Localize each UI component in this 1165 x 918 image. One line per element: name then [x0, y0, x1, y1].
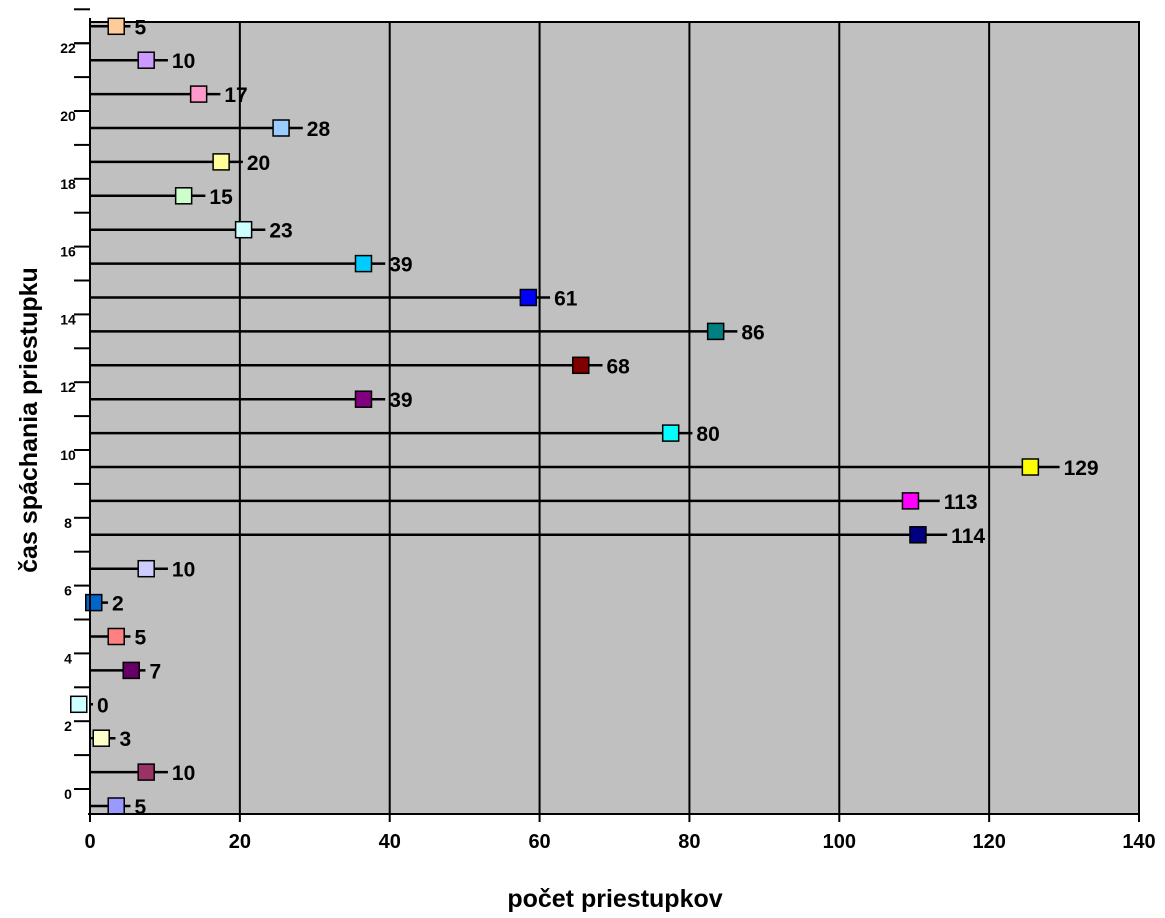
data-label: 28	[307, 118, 331, 141]
x-tick-label: 120	[972, 831, 1005, 853]
marker	[901, 492, 920, 510]
data-label: 80	[696, 423, 719, 446]
data-label: 0	[97, 694, 109, 717]
data-label: 68	[607, 355, 631, 378]
marker	[122, 661, 140, 680]
x-tick-label: 60	[528, 831, 550, 853]
data-label: 2	[112, 593, 124, 616]
y-tick-label: 8	[64, 515, 72, 531]
marker	[189, 85, 208, 103]
plot-background	[89, 21, 1140, 815]
y-tick-label: 4	[64, 650, 72, 666]
data-label: 23	[269, 220, 292, 243]
marker	[174, 187, 193, 205]
marker	[272, 119, 290, 137]
data-label: 113	[944, 491, 978, 514]
vertical-grid-lines	[238, 22, 1140, 814]
data-label: 15	[209, 186, 233, 209]
x-axis-title: počet priestupkov	[507, 885, 722, 913]
x-tick-label: 140	[1122, 831, 1155, 853]
data-label: 20	[247, 152, 270, 175]
marker	[107, 797, 125, 815]
markers-layer	[70, 17, 1040, 815]
axes-layer	[74, 8, 1140, 822]
y-tick-label: 20	[60, 108, 76, 124]
data-label: 129	[1064, 457, 1099, 480]
data-label: 5	[134, 627, 146, 650]
data-label: 10	[172, 762, 195, 785]
marker	[1021, 458, 1040, 476]
marker	[354, 254, 373, 273]
x-tick-label: 0	[84, 831, 95, 853]
y-tick-labels: 0 2 4 6 8 10 12 14 16 18 20 22	[60, 40, 76, 802]
marker	[354, 390, 373, 408]
x-tick-label: 80	[678, 831, 700, 853]
marker	[661, 424, 680, 442]
marker	[519, 288, 538, 307]
data-label: 5	[134, 16, 146, 39]
marker	[107, 17, 125, 36]
y-tick-label: 14	[60, 311, 76, 327]
y-tick-label: 12	[60, 379, 76, 395]
data-label: 10	[172, 559, 195, 582]
marker	[137, 51, 155, 69]
data-labels-layer: 5103075210114113129803968866139231520281…	[97, 16, 1099, 819]
data-label: 114	[951, 525, 985, 548]
x-tick-labels: 0 20 40 60 80 100 120 140	[84, 831, 1155, 853]
data-label: 86	[741, 321, 764, 344]
marker	[212, 153, 230, 171]
marker	[572, 356, 590, 375]
data-label: 39	[389, 254, 412, 277]
y-tick-label: 10	[60, 447, 76, 463]
marker	[107, 627, 125, 646]
y-tick-label: 6	[64, 583, 72, 599]
x-tick-label: 40	[379, 831, 401, 853]
marker	[137, 559, 155, 578]
y-tick-label: 2	[64, 718, 72, 734]
y-tick-label: 0	[64, 786, 72, 802]
data-label: 5	[134, 796, 146, 819]
marker	[234, 220, 253, 239]
y-axis-title: čas spáchania priestupku	[15, 267, 43, 573]
data-label: 61	[554, 288, 578, 311]
y-tick-label: 18	[60, 176, 76, 192]
marker	[84, 593, 103, 612]
y-tick-label: 16	[60, 244, 76, 260]
marker	[909, 526, 927, 544]
marker	[92, 729, 110, 747]
x-tick-label: 20	[229, 831, 251, 853]
marker	[137, 763, 155, 781]
x-tick-label: 100	[823, 831, 856, 853]
marker	[70, 695, 88, 714]
data-label: 7	[149, 660, 161, 683]
data-label: 3	[119, 728, 131, 751]
data-label: 39	[389, 389, 412, 412]
y-tick-label: 22	[60, 40, 76, 56]
data-label: 10	[172, 50, 195, 73]
data-label: 17	[224, 84, 247, 107]
marker	[706, 322, 725, 341]
